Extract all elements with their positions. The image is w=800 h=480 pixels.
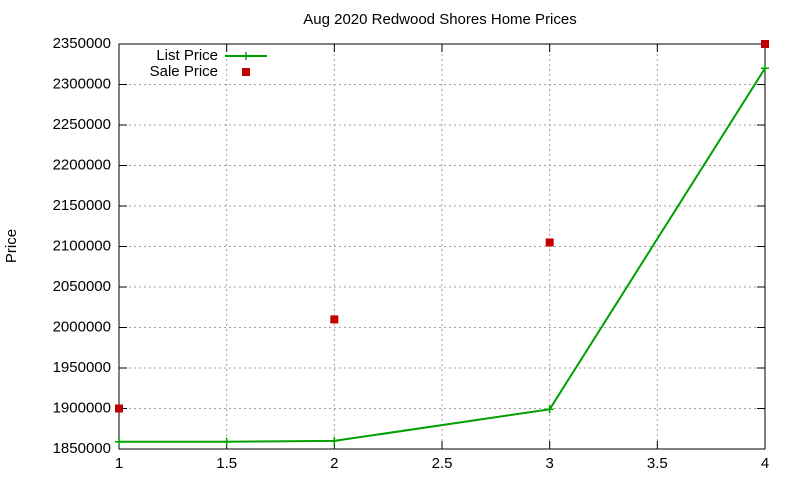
legend-swatch xyxy=(242,68,250,76)
data-point xyxy=(545,238,554,247)
data-point xyxy=(545,405,554,414)
data-point xyxy=(222,437,231,446)
x-tick-label: 3 xyxy=(545,455,553,472)
y-tick-label: 2350000 xyxy=(53,35,111,52)
x-tick-label: 4 xyxy=(761,455,769,472)
y-tick-label: 1950000 xyxy=(53,359,111,376)
y-tick-label: 1900000 xyxy=(53,399,111,416)
y-tick-label: 2300000 xyxy=(53,75,111,92)
chart-title: Aug 2020 Redwood Shores Home Prices xyxy=(303,11,577,28)
plot-frame xyxy=(118,43,766,450)
data-point xyxy=(761,64,769,73)
x-tick-label: 1.5 xyxy=(216,455,237,472)
y-tick-label: 2050000 xyxy=(53,278,111,295)
data-point xyxy=(115,404,123,413)
y-tick-label: 2100000 xyxy=(53,237,111,254)
y-tick-label: 1850000 xyxy=(53,440,111,457)
x-tick-label: 2.5 xyxy=(432,455,453,472)
legend-label: Sale Price xyxy=(150,63,218,80)
y-tick-label: 2200000 xyxy=(53,156,111,173)
data-point xyxy=(330,315,339,324)
legend-label: List Price xyxy=(156,47,218,64)
y-tick-label: 2250000 xyxy=(53,116,111,133)
data-point xyxy=(115,437,123,446)
data-point xyxy=(330,436,339,445)
y-tick-label: 2150000 xyxy=(53,197,111,214)
x-tick-label: 3.5 xyxy=(647,455,668,472)
x-tick-label: 2 xyxy=(330,455,338,472)
y-tick-label: 2000000 xyxy=(53,318,111,335)
legend-swatch xyxy=(242,52,250,60)
x-tick-label: 1 xyxy=(115,455,123,472)
y-axis-label: Price xyxy=(3,229,20,263)
data-point xyxy=(761,40,769,48)
